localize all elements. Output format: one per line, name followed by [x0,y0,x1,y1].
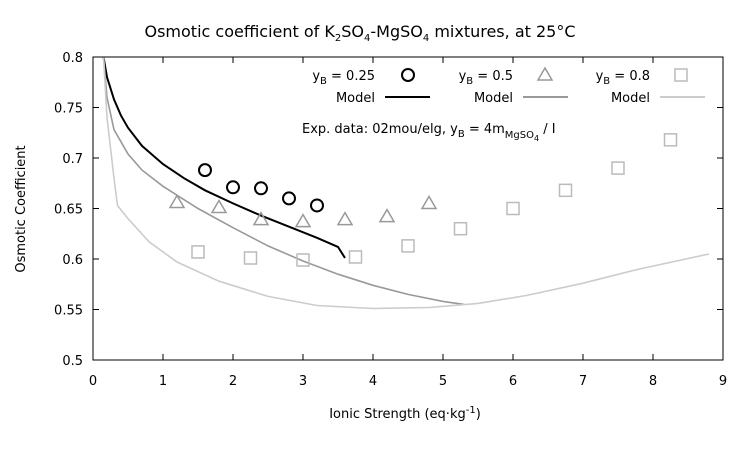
legend-label-yb025: yB = 0.25 [312,69,375,87]
legend-model-label-1: Model [336,91,375,106]
y-tick-label: 0.75 [54,102,83,117]
legend-model-label-2: Model [474,91,513,106]
data-point-square [453,221,468,236]
data-point-circle [198,163,212,178]
x-tick-label: 0 [89,374,97,389]
data-point-square [611,161,625,175]
y-tick-label: 0.7 [62,152,83,167]
data-point-triangle [252,211,270,226]
x-tick-label: 1 [159,374,167,389]
data-point-square [348,250,363,264]
data-point-triangle [378,208,396,223]
plot-frame [92,56,724,361]
x-tick-label: 2 [229,374,237,389]
data-point-square [506,201,520,216]
data-point-square [558,183,573,198]
data-point-circle [282,191,296,206]
model-curve-2 [102,56,465,306]
legend-model-label-3: Model [611,91,650,106]
x-tick-label: 9 [719,374,727,389]
legend-label-yb08: yB = 0.8 [596,69,650,87]
legend: yB = 0.25 Model yB = 0.5 Model yB = 0.8 … [312,66,705,106]
x-tick-label: 3 [299,374,307,389]
experimental-data-note: Exp. data: 02mou/elg, yB = 4mMgSO4 / I [302,122,556,143]
y-axis-title: Osmotic Coefficient [14,145,29,272]
legend-marker-triangle [536,66,554,81]
data-point-triangle [168,193,186,209]
legend-label-yb05: yB = 0.5 [459,69,513,87]
legend-marker-circle [401,68,415,82]
data-points [168,133,678,267]
data-point-circle [310,198,324,213]
data-point-square [296,253,310,267]
model-curve-1 [102,56,346,259]
y-tick-label: 0.6 [62,253,83,268]
data-point-circle [254,181,268,196]
x-tick-label: 4 [369,374,377,389]
data-point-square [243,251,258,265]
data-point-triangle [336,211,354,226]
data-point-square [663,133,678,147]
model-curve-3 [102,56,710,310]
chart-title: Osmotic coefficient of K2SO4-MgSO4 mixtu… [144,22,575,44]
x-tick-label: 8 [649,374,657,389]
y-tick-label: 0.65 [54,203,83,218]
x-tick-label: 6 [509,374,517,389]
data-point-triangle [294,213,312,228]
model-curves [102,56,710,310]
x-tick-label: 7 [579,374,587,389]
data-point-square [401,239,415,253]
legend-marker-square [674,68,688,82]
x-axis-title: Ionic Strength (eq·kg-1) [329,405,481,422]
y-tick-label: 0.5 [62,354,83,369]
data-point-circle [226,180,240,195]
y-tick-label: 0.55 [54,304,83,319]
data-point-triangle [420,194,438,210]
data-point-triangle [210,199,228,214]
data-point-square [191,245,205,259]
y-tick-label: 0.8 [62,51,83,66]
x-tick-label: 5 [439,374,447,389]
